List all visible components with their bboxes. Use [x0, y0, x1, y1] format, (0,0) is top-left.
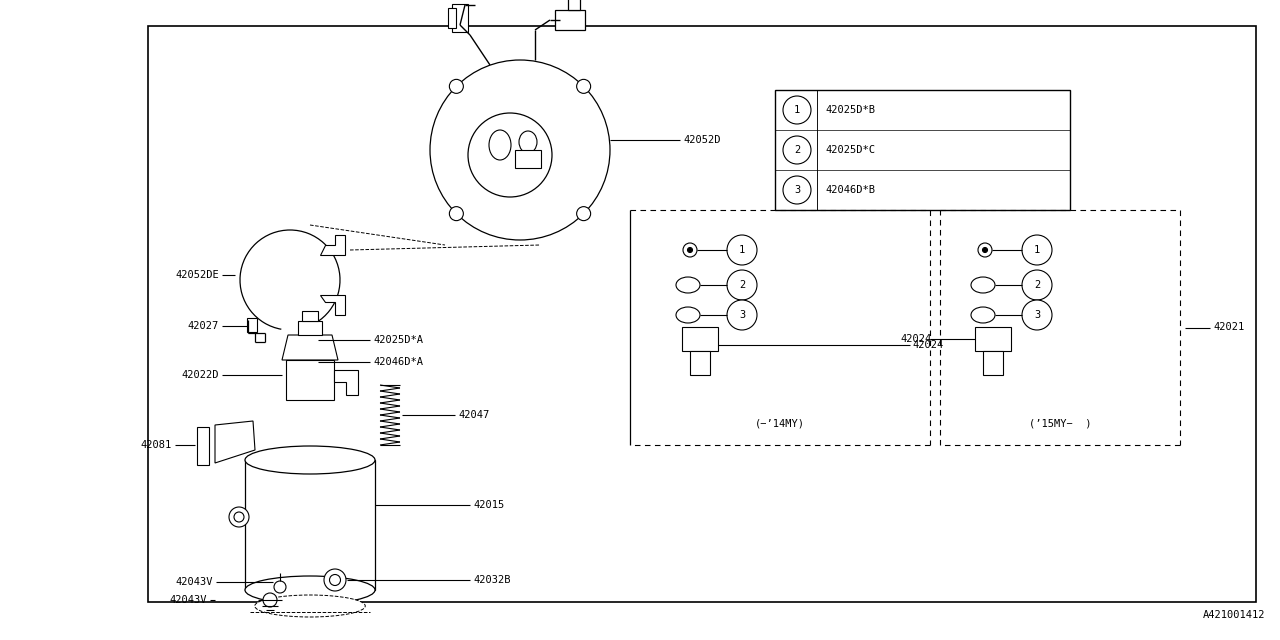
Circle shape	[978, 243, 992, 257]
Circle shape	[783, 176, 812, 204]
Circle shape	[229, 507, 250, 527]
Text: 1: 1	[739, 245, 745, 255]
Ellipse shape	[244, 576, 375, 604]
Circle shape	[727, 300, 756, 330]
Polygon shape	[320, 295, 346, 315]
Text: (−’14MY): (−’14MY)	[755, 418, 805, 428]
Text: 3: 3	[739, 310, 745, 320]
Circle shape	[430, 60, 611, 240]
Text: 2: 2	[739, 280, 745, 290]
Ellipse shape	[676, 277, 700, 293]
Bar	[983, 351, 1004, 375]
Text: 42047: 42047	[458, 410, 489, 420]
Text: 42025D*B: 42025D*B	[826, 105, 876, 115]
Ellipse shape	[255, 595, 365, 617]
Circle shape	[307, 337, 312, 342]
Circle shape	[449, 79, 463, 93]
Polygon shape	[334, 370, 358, 395]
Text: 1: 1	[1034, 245, 1041, 255]
Bar	[568, 0, 580, 10]
Text: 42022D: 42022D	[182, 370, 219, 380]
Bar	[302, 311, 317, 321]
Text: 42025D*A: 42025D*A	[372, 335, 422, 345]
Text: 42052D: 42052D	[684, 135, 721, 145]
Ellipse shape	[298, 356, 317, 368]
FancyBboxPatch shape	[682, 327, 718, 351]
Circle shape	[983, 248, 987, 253]
Circle shape	[727, 235, 756, 265]
Polygon shape	[320, 235, 346, 255]
Text: 42046D*B: 42046D*B	[826, 185, 876, 195]
Ellipse shape	[676, 307, 700, 323]
Ellipse shape	[972, 277, 995, 293]
Text: 42043V: 42043V	[169, 595, 207, 605]
Bar	[148, 26, 1256, 602]
Text: 42043V: 42043V	[175, 577, 212, 587]
Text: 1: 1	[794, 105, 800, 115]
Bar	[452, 4, 468, 32]
Circle shape	[1021, 300, 1052, 330]
Text: 42052DE: 42052DE	[175, 270, 219, 280]
Ellipse shape	[972, 307, 995, 323]
Text: 42046D*A: 42046D*A	[372, 357, 422, 367]
Circle shape	[1021, 270, 1052, 300]
Text: 42032B: 42032B	[474, 575, 511, 585]
Text: 3: 3	[794, 185, 800, 195]
Circle shape	[234, 512, 244, 522]
Bar	[690, 351, 710, 375]
Text: 42024: 42024	[911, 340, 943, 350]
Polygon shape	[215, 421, 255, 463]
Polygon shape	[282, 335, 338, 360]
Circle shape	[1021, 235, 1052, 265]
Bar	[298, 321, 323, 335]
Circle shape	[687, 248, 692, 253]
Text: 2: 2	[1034, 280, 1041, 290]
Text: A421001412: A421001412	[1202, 610, 1265, 620]
Text: 42015: 42015	[474, 500, 504, 510]
Text: 42027: 42027	[188, 321, 219, 331]
Circle shape	[468, 113, 552, 197]
Ellipse shape	[489, 130, 511, 160]
FancyBboxPatch shape	[975, 327, 1011, 351]
Bar	[244, 460, 375, 590]
Bar	[515, 150, 541, 168]
Bar	[448, 8, 456, 28]
Circle shape	[783, 96, 812, 124]
Text: 3: 3	[1034, 310, 1041, 320]
Text: 2: 2	[794, 145, 800, 155]
Circle shape	[576, 207, 590, 221]
Text: 42024: 42024	[901, 334, 932, 344]
Circle shape	[329, 575, 340, 586]
Circle shape	[576, 79, 590, 93]
Bar	[774, 90, 1070, 210]
Circle shape	[684, 243, 698, 257]
Text: 42081: 42081	[141, 440, 172, 450]
Circle shape	[783, 136, 812, 164]
Ellipse shape	[518, 131, 538, 153]
Text: 42025D*C: 42025D*C	[826, 145, 876, 155]
Circle shape	[303, 333, 317, 347]
Bar	[285, 360, 334, 400]
Circle shape	[324, 569, 346, 591]
Ellipse shape	[244, 446, 375, 474]
Text: (’15MY−  ): (’15MY− )	[1029, 418, 1092, 428]
Text: 42021: 42021	[1213, 323, 1244, 333]
Bar	[197, 427, 209, 465]
Bar	[247, 318, 257, 332]
Circle shape	[262, 593, 276, 607]
Circle shape	[449, 207, 463, 221]
Circle shape	[274, 581, 285, 593]
Circle shape	[727, 270, 756, 300]
Bar	[556, 10, 585, 30]
